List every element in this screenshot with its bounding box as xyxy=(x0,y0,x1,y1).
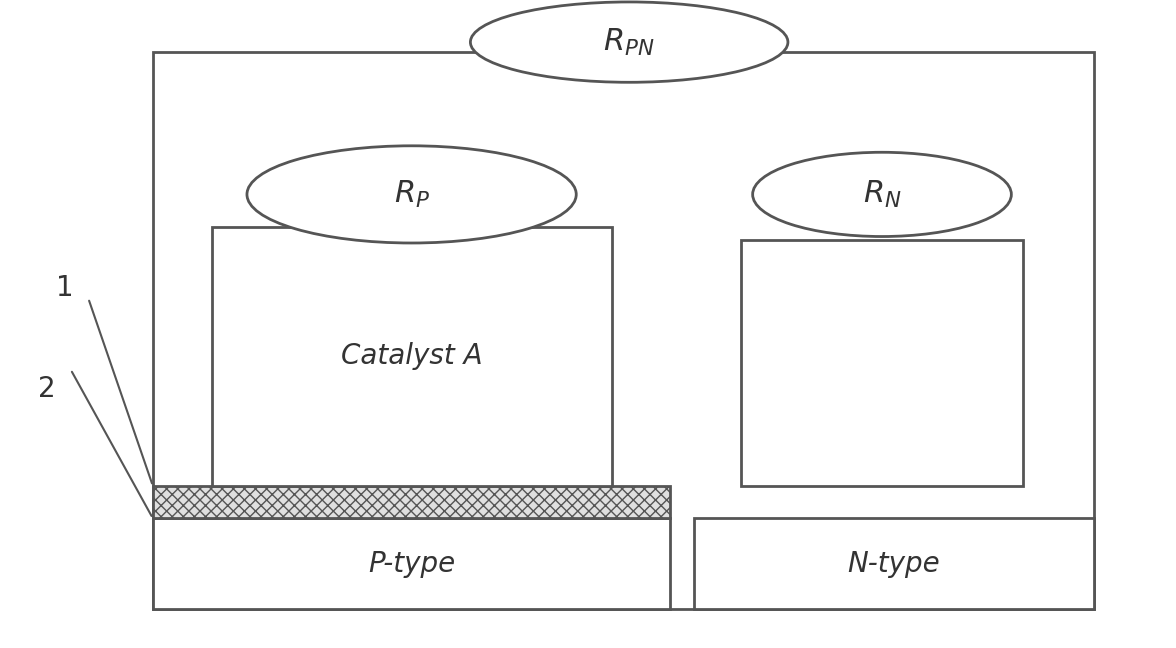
Text: $R_N$: $R_N$ xyxy=(863,179,901,210)
Text: $R_P$: $R_P$ xyxy=(394,179,429,210)
Bar xyxy=(694,518,1094,609)
Text: $R_{PN}$: $R_{PN}$ xyxy=(603,27,655,58)
Text: P-type: P-type xyxy=(368,550,455,578)
Text: Catalyst A: Catalyst A xyxy=(341,342,482,371)
Text: 2: 2 xyxy=(39,375,55,403)
Ellipse shape xyxy=(470,2,788,82)
Bar xyxy=(153,52,1094,609)
Bar xyxy=(741,240,1023,486)
Bar xyxy=(153,486,670,518)
Text: N-type: N-type xyxy=(848,550,940,578)
Ellipse shape xyxy=(247,146,576,243)
Ellipse shape xyxy=(753,152,1011,237)
Text: 1: 1 xyxy=(56,274,73,303)
Bar xyxy=(212,227,612,486)
Bar xyxy=(153,518,670,609)
